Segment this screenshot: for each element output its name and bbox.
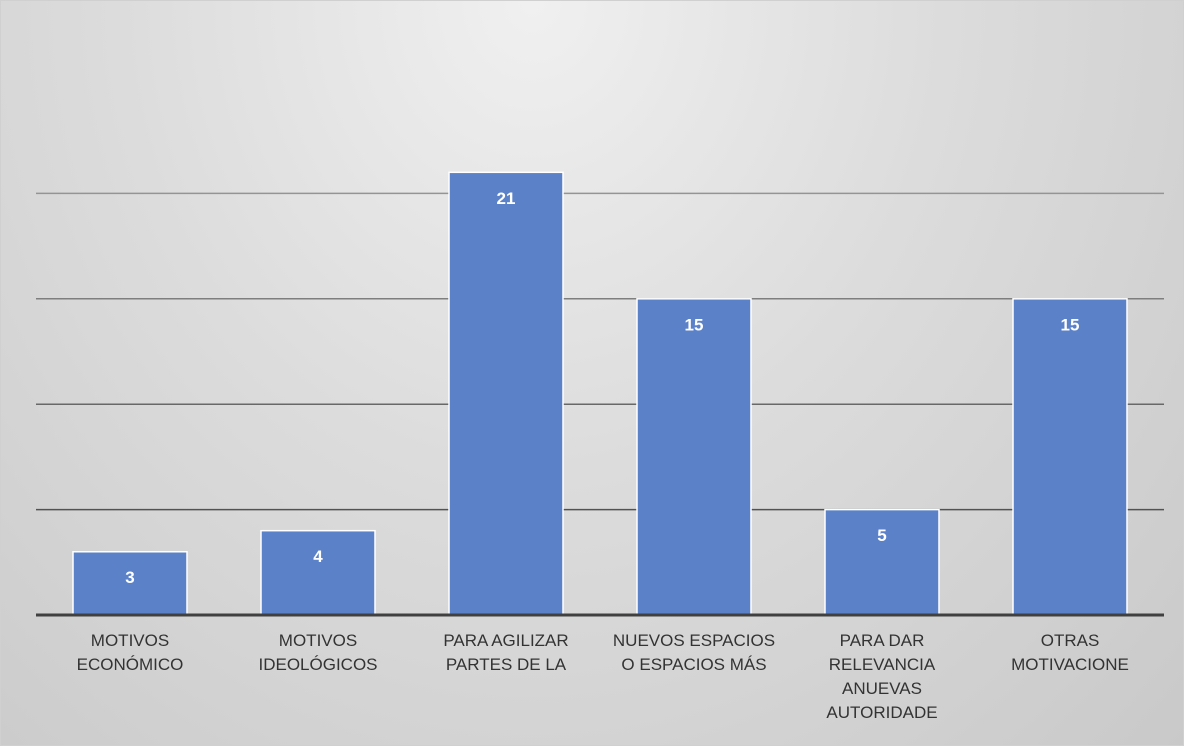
data-label: 21 xyxy=(497,189,516,208)
x-tick-label: PARA DAR RELEVANCIA ANUEVAS AUTORIDADE xyxy=(826,631,938,722)
bar xyxy=(1012,298,1128,616)
data-label: 15 xyxy=(685,315,704,334)
x-tick-label: MOTIVOS IDEOLÓGICOS xyxy=(258,631,378,674)
data-label: 15 xyxy=(1061,315,1080,334)
data-label: 4 xyxy=(313,547,323,566)
x-tick-label: OTRAS MOTIVACIONE xyxy=(1011,631,1129,674)
bar xyxy=(448,171,564,616)
bar xyxy=(72,551,188,616)
x-tick-label: PARA AGILIZAR PARTES DE LA xyxy=(443,631,569,674)
x-tick-label: NUEVOS ESPACIOS O ESPACIOS MÁS xyxy=(612,631,776,674)
bar xyxy=(260,529,376,616)
x-tick-label: MOTIVOS ECONÓMICO xyxy=(76,631,184,674)
data-label: 3 xyxy=(125,568,134,587)
bar xyxy=(636,298,752,616)
data-label: 5 xyxy=(877,526,886,545)
